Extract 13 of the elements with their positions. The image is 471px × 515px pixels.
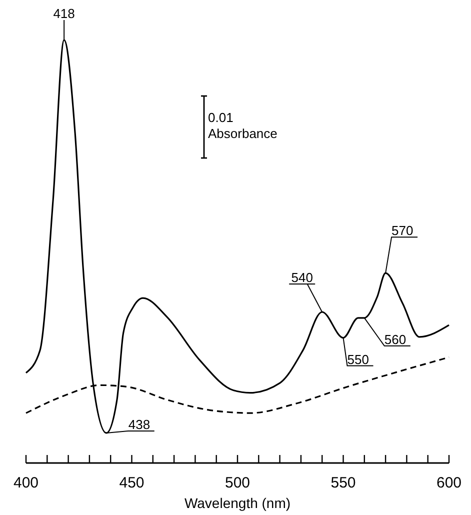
annotation: 540 (291, 270, 313, 285)
x-tick-label: 450 (119, 474, 144, 492)
annotation: 570 (392, 223, 414, 238)
annotation: 560 (384, 332, 406, 347)
x-axis-title: Wavelength (nm) (184, 495, 291, 511)
annotation: 418 (53, 6, 75, 21)
annotation: 0.01 Absorbance (208, 110, 278, 141)
x-tick-label: 550 (330, 474, 356, 492)
x-tick-label: 600 (436, 474, 462, 492)
annotation: 438 (128, 416, 150, 432)
x-tick-label: 400 (13, 474, 39, 492)
annotation: 550 (347, 352, 369, 367)
x-tick-label: 500 (224, 474, 250, 492)
